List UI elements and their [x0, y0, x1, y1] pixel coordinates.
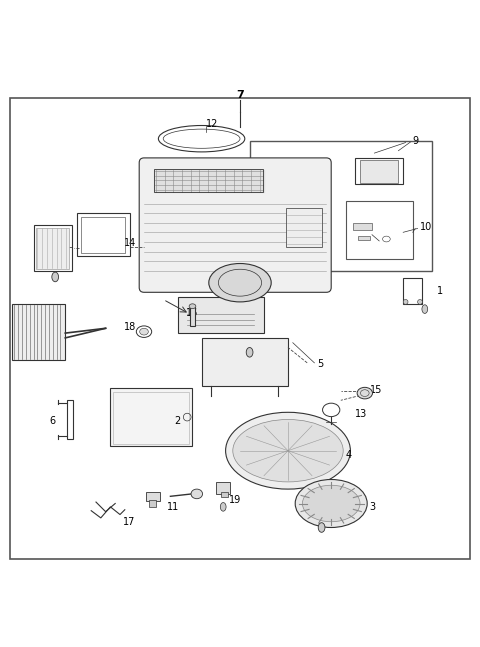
Text: 1: 1 — [437, 287, 443, 296]
Text: 12: 12 — [206, 119, 219, 129]
Ellipse shape — [191, 489, 203, 499]
Bar — [216, 482, 230, 494]
Bar — [34, 225, 72, 270]
Bar — [360, 160, 398, 183]
Bar — [190, 307, 195, 326]
Bar — [346, 201, 413, 259]
Bar — [12, 304, 65, 360]
Bar — [146, 492, 160, 501]
Text: 9: 9 — [413, 136, 419, 146]
Text: 7: 7 — [236, 91, 244, 100]
Text: 6: 6 — [50, 416, 56, 426]
Bar — [154, 170, 263, 192]
Text: 19: 19 — [229, 495, 241, 505]
Bar — [77, 213, 130, 256]
Ellipse shape — [357, 388, 372, 399]
FancyBboxPatch shape — [139, 158, 331, 292]
Bar — [221, 492, 228, 498]
Ellipse shape — [226, 412, 350, 489]
Ellipse shape — [52, 272, 59, 281]
Bar — [149, 500, 156, 507]
Text: 13: 13 — [355, 409, 368, 419]
Text: 16: 16 — [186, 308, 198, 318]
Ellipse shape — [209, 263, 271, 302]
Ellipse shape — [418, 300, 422, 304]
Ellipse shape — [220, 503, 226, 511]
Ellipse shape — [295, 479, 367, 527]
Bar — [110, 388, 192, 446]
Text: 2: 2 — [174, 416, 181, 426]
Bar — [67, 400, 73, 439]
Bar — [113, 391, 189, 443]
Bar — [178, 297, 264, 333]
Text: 15: 15 — [370, 385, 382, 395]
Bar — [355, 158, 403, 184]
Ellipse shape — [233, 419, 343, 482]
Text: 4: 4 — [346, 450, 352, 459]
Ellipse shape — [403, 300, 408, 304]
Text: 3: 3 — [370, 502, 376, 512]
Bar — [403, 278, 422, 304]
Text: 10: 10 — [420, 223, 432, 232]
Bar — [286, 208, 322, 247]
Ellipse shape — [422, 305, 428, 313]
Text: 14: 14 — [123, 238, 136, 248]
Ellipse shape — [246, 347, 253, 357]
Text: 8: 8 — [36, 330, 41, 340]
Bar — [202, 338, 288, 386]
Text: 18: 18 — [123, 322, 136, 333]
Ellipse shape — [189, 304, 196, 309]
Bar — [358, 236, 370, 241]
Ellipse shape — [302, 485, 360, 521]
Bar — [81, 217, 125, 253]
Ellipse shape — [140, 328, 148, 335]
Bar — [250, 141, 432, 270]
Ellipse shape — [318, 523, 325, 532]
Bar — [353, 223, 372, 230]
Text: 17: 17 — [123, 517, 136, 527]
Text: 5: 5 — [317, 359, 323, 369]
Text: 11: 11 — [167, 502, 179, 512]
Bar — [36, 228, 69, 269]
